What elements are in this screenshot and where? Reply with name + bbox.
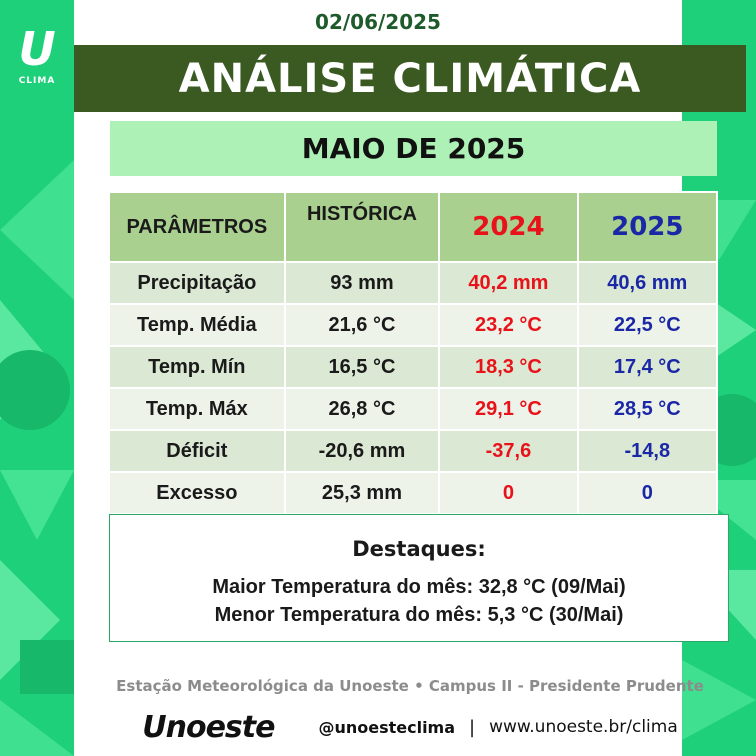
- param-name: Precipitação: [108, 261, 286, 305]
- highlight-max-temp: Maior Temperatura do mês: 32,8 °C (09/Ma…: [212, 576, 626, 598]
- value-2024: -37,6: [438, 429, 579, 473]
- month-label: MAIO DE 2025: [301, 132, 526, 165]
- unoeste-clima-logo: U CLIMA: [0, 26, 74, 86]
- website-link[interactable]: www.unoeste.br/clima: [489, 717, 678, 737]
- value-2025: 28,5 °C: [576, 387, 719, 431]
- param-name: Temp. Média: [108, 303, 286, 347]
- table-row-excess: Excesso 25,3 mm 0 0: [108, 471, 719, 515]
- value-2025: 17,4 °C: [576, 345, 719, 389]
- footer-separator: |: [469, 716, 476, 738]
- social-handle[interactable]: @unoesteclima: [318, 717, 456, 737]
- report-date: 02/06/2025: [315, 10, 441, 34]
- table-header-row: PARÂMETROS HISTÓRICA 2024 2025: [108, 191, 719, 263]
- header-2025: 2025: [576, 191, 719, 263]
- value-2025: 22,5 °C: [576, 303, 719, 347]
- value-2024: 18,3 °C: [438, 345, 579, 389]
- historical-value: 16,5 °C: [283, 345, 441, 389]
- geometric-pattern-left: [0, 160, 74, 756]
- value-2024: 0: [438, 471, 579, 515]
- table-row-max-temp: Temp. Máx 26,8 °C 29,1 °C 28,5 °C: [108, 387, 719, 431]
- table-row-precipitation: Precipitação 93 mm 40,2 mm 40,6 mm: [108, 261, 719, 305]
- left-decorative-band: U CLIMA: [0, 0, 74, 756]
- page-title: ANÁLISE CLIMÁTICA: [178, 55, 642, 102]
- historical-value: 93 mm: [283, 261, 441, 305]
- param-name: Déficit: [108, 429, 286, 473]
- value-2024: 23,2 °C: [438, 303, 579, 347]
- value-2025: 0: [576, 471, 719, 515]
- historical-value: 25,3 mm: [283, 471, 441, 515]
- month-banner: MAIO DE 2025: [110, 121, 717, 176]
- table-row-deficit: Déficit -20,6 mm -37,6 -14,8: [108, 429, 719, 473]
- value-2025: 40,6 mm: [576, 261, 719, 305]
- title-banner: ANÁLISE CLIMÁTICA: [74, 45, 746, 112]
- logo-letter: U: [18, 22, 56, 76]
- highlight-min-temp: Menor Temperatura do mês: 5,3 °C (30/Mai…: [214, 604, 624, 626]
- footer-brand-row: Unoeste @unoesteclima | www.unoeste.br/c…: [74, 708, 746, 746]
- historical-value: 21,6 °C: [283, 303, 441, 347]
- logo-text: CLIMA: [18, 76, 56, 86]
- table-row-min-temp: Temp. Mín 16,5 °C 18,3 °C 17,4 °C: [108, 345, 719, 389]
- value-2025: -14,8: [576, 429, 719, 473]
- historical-value: -20,6 mm: [283, 429, 441, 473]
- historical-value: 26,8 °C: [283, 387, 441, 431]
- param-name: Temp. Máx: [108, 387, 286, 431]
- highlights-box: Destaques: Maior Temperatura do mês: 32,…: [109, 514, 729, 642]
- value-2024: 29,1 °C: [438, 387, 579, 431]
- table-row-mean-temp: Temp. Média 21,6 °C 23,2 °C 22,5 °C: [108, 303, 719, 347]
- value-2024: 40,2 mm: [438, 261, 579, 305]
- unoeste-logo: Unoeste: [142, 709, 275, 745]
- header-2024: 2024: [438, 191, 579, 263]
- climate-parameters-table: PARÂMETROS HISTÓRICA 2024 2025 Precipita…: [108, 191, 719, 515]
- station-caption: Estação Meteorológica da Unoeste • Campu…: [116, 677, 704, 695]
- header-historical: HISTÓRICA: [283, 191, 441, 263]
- header-parameters: PARÂMETROS: [108, 191, 286, 263]
- param-name: Excesso: [108, 471, 286, 515]
- param-name: Temp. Mín: [108, 345, 286, 389]
- highlights-title: Destaques:: [352, 537, 486, 561]
